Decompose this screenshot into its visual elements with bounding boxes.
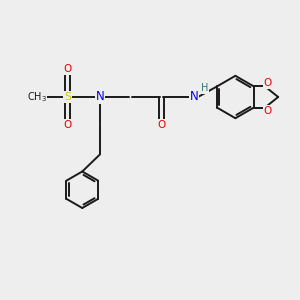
Text: O: O xyxy=(158,120,166,130)
Text: O: O xyxy=(264,106,272,116)
Text: O: O xyxy=(264,79,272,88)
Text: CH$_3$: CH$_3$ xyxy=(27,90,46,104)
Text: O: O xyxy=(63,120,72,130)
Text: N: N xyxy=(96,91,104,103)
Text: N: N xyxy=(190,91,199,103)
Text: H: H xyxy=(201,83,208,93)
Text: O: O xyxy=(63,64,72,74)
Text: S: S xyxy=(64,92,71,102)
